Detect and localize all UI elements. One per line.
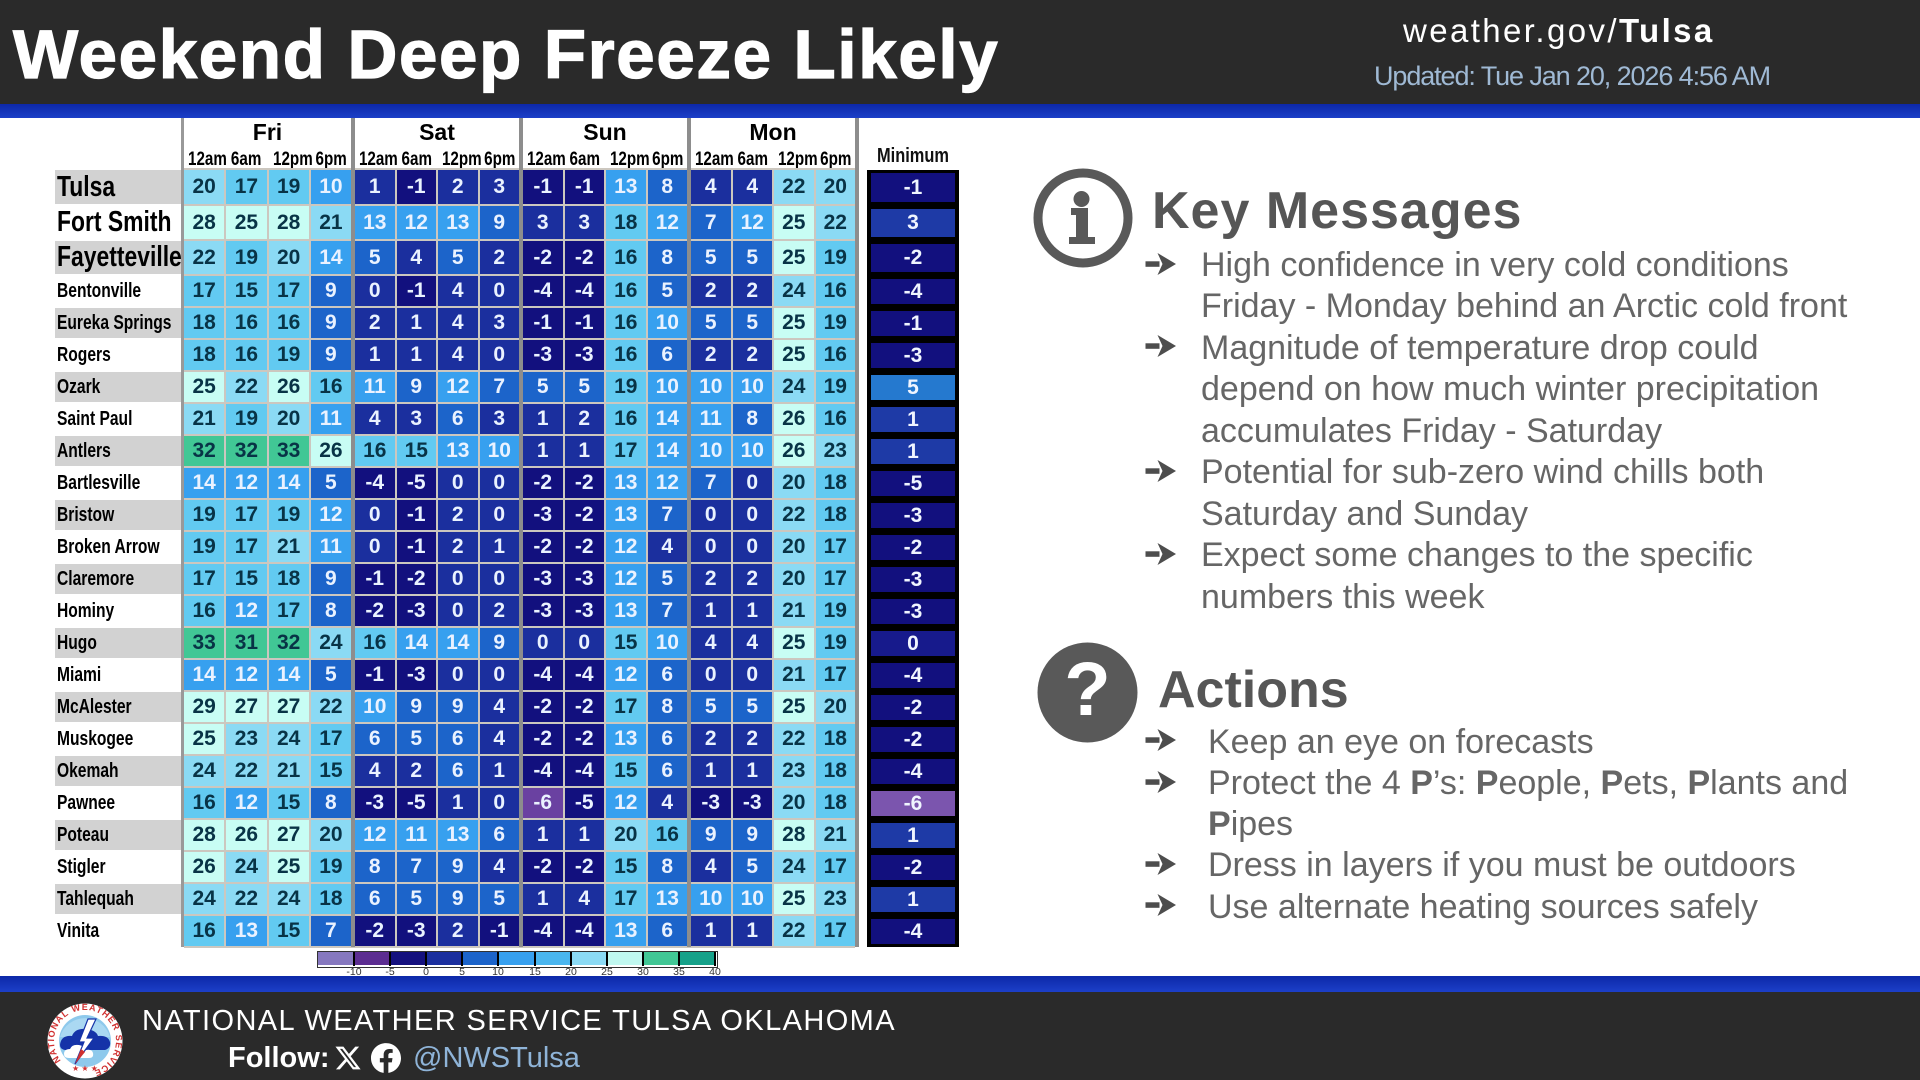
svg-text:?: ? [1064, 647, 1110, 732]
svg-text:★ ★ ★: ★ ★ ★ [72, 1064, 98, 1073]
